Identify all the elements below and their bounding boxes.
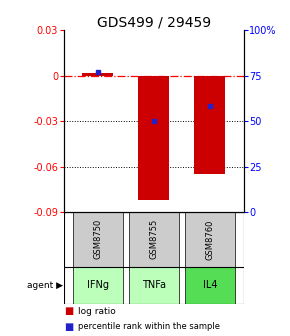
Text: ■: ■ [64,322,73,332]
FancyBboxPatch shape [185,267,235,304]
Text: agent ▶: agent ▶ [27,281,63,290]
FancyBboxPatch shape [129,267,179,304]
Title: GDS499 / 29459: GDS499 / 29459 [97,15,211,29]
Bar [194,76,225,174]
FancyBboxPatch shape [185,212,235,267]
Text: GSM8750: GSM8750 [93,219,102,259]
FancyBboxPatch shape [72,212,122,267]
Bar [82,73,113,76]
Text: log ratio: log ratio [78,307,116,316]
Bar [138,76,169,200]
FancyBboxPatch shape [129,212,179,267]
Text: IL4: IL4 [203,280,217,290]
Text: percentile rank within the sample: percentile rank within the sample [78,323,220,331]
Text: ■: ■ [64,306,73,316]
Text: GSM8755: GSM8755 [149,219,158,259]
Text: IFNg: IFNg [86,280,108,290]
Text: TNFa: TNFa [142,280,166,290]
Text: GSM8760: GSM8760 [205,219,214,260]
FancyBboxPatch shape [72,267,122,304]
